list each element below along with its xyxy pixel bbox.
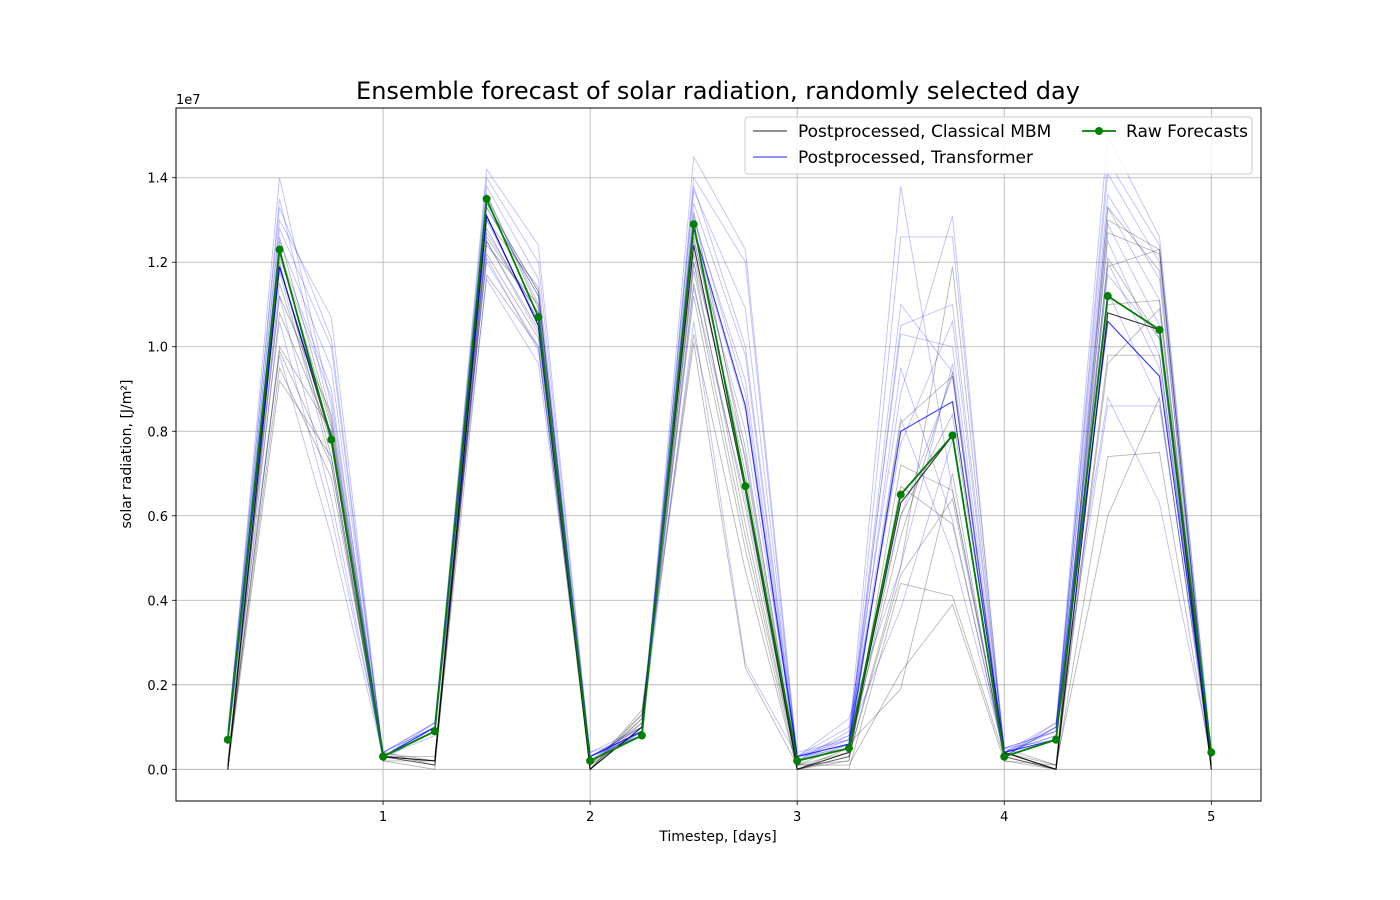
raw-forecast-point [1000, 752, 1009, 761]
legend-label-transformer: Postprocessed, Transformer [798, 148, 1033, 168]
axis-ticks: 1 2 3 4 5 0.0 0.2 0.4 0.6 0.8 1.0 1.2 1.4 [147, 172, 1215, 825]
y-tick-label: 0.4 [147, 594, 168, 609]
x-tick-label: 5 [1207, 810, 1215, 825]
plot-frame [175, 107, 1262, 802]
grid [176, 108, 1261, 801]
y-tick-label: 1.2 [147, 256, 168, 271]
raw-forecast-point [534, 313, 543, 322]
raw-forecast-point [689, 220, 698, 229]
classical-mbm-member-line [227, 273, 1212, 771]
y-tick-label: 0.2 [147, 679, 168, 694]
y-tick-label: 0.6 [147, 510, 168, 525]
raw-forecast-point [637, 731, 646, 740]
y-axis-label: solar radiation, [J/m²] [119, 380, 135, 529]
legend-marker-raw-forecasts [1095, 127, 1103, 135]
transformer-member-line [227, 277, 1212, 762]
y-tick-label: 0.8 [147, 425, 168, 440]
x-tick-label: 2 [586, 810, 594, 825]
raw-forecast-point [586, 756, 595, 765]
legend-label-classical-mbm: Postprocessed, Classical MBM [798, 122, 1051, 142]
raw-forecast-point [327, 435, 336, 444]
raw-forecast-point [275, 245, 284, 254]
raw-forecast-point [1207, 748, 1216, 757]
classical-mbm-member-line [227, 239, 1212, 766]
raw-forecasts-line [226, 195, 1213, 763]
transformer-member-line [227, 201, 1212, 762]
chart-title: Ensemble forecast of solar radiation, ra… [356, 77, 1080, 105]
x-tick-label: 1 [379, 810, 387, 825]
x-axis-label: Timestep, [days] [658, 829, 776, 845]
y-tick-label: 1.0 [147, 341, 168, 356]
raw-forecast-point [844, 744, 853, 753]
main-series [223, 194, 1216, 771]
raw-forecast-point [948, 431, 957, 440]
raw-forecast-point [896, 490, 905, 499]
transformer-member-line [227, 231, 1212, 762]
y-tick-label: 1.4 [147, 172, 168, 187]
raw-forecast-point [793, 756, 802, 765]
x-tick-label: 4 [1000, 810, 1008, 825]
raw-forecast-point [379, 752, 388, 761]
classical-mbm-member-line [227, 192, 1212, 771]
legend: Postprocessed, Classical MBM Postprocess… [744, 116, 1253, 175]
raw-forecast-point [1052, 735, 1061, 744]
transformer-member-line [227, 239, 1212, 758]
transformer-member-line [227, 172, 1212, 762]
classical-mbm-member-line [227, 226, 1212, 770]
postprocessed-classical-mbm-line [227, 213, 1212, 771]
raw-forecast-point [1103, 292, 1112, 301]
classical-mbm-member-line [227, 244, 1212, 771]
legend-box [744, 116, 1253, 175]
raw-forecast-point [1155, 325, 1164, 334]
raw-forecast-point [430, 727, 439, 736]
classical-mbm-member-line [227, 252, 1212, 770]
transformer-member-line [227, 218, 1212, 758]
y-tick-label: 0.0 [147, 763, 168, 778]
y-offset-label: 1e7 [176, 93, 201, 108]
raw-forecast-point [482, 194, 491, 203]
legend-label-raw-forecasts: Raw Forecasts [1126, 122, 1248, 142]
raw-forecast-point [223, 735, 232, 744]
x-tick-label: 3 [793, 810, 801, 825]
raw-forecast-point [741, 482, 750, 491]
